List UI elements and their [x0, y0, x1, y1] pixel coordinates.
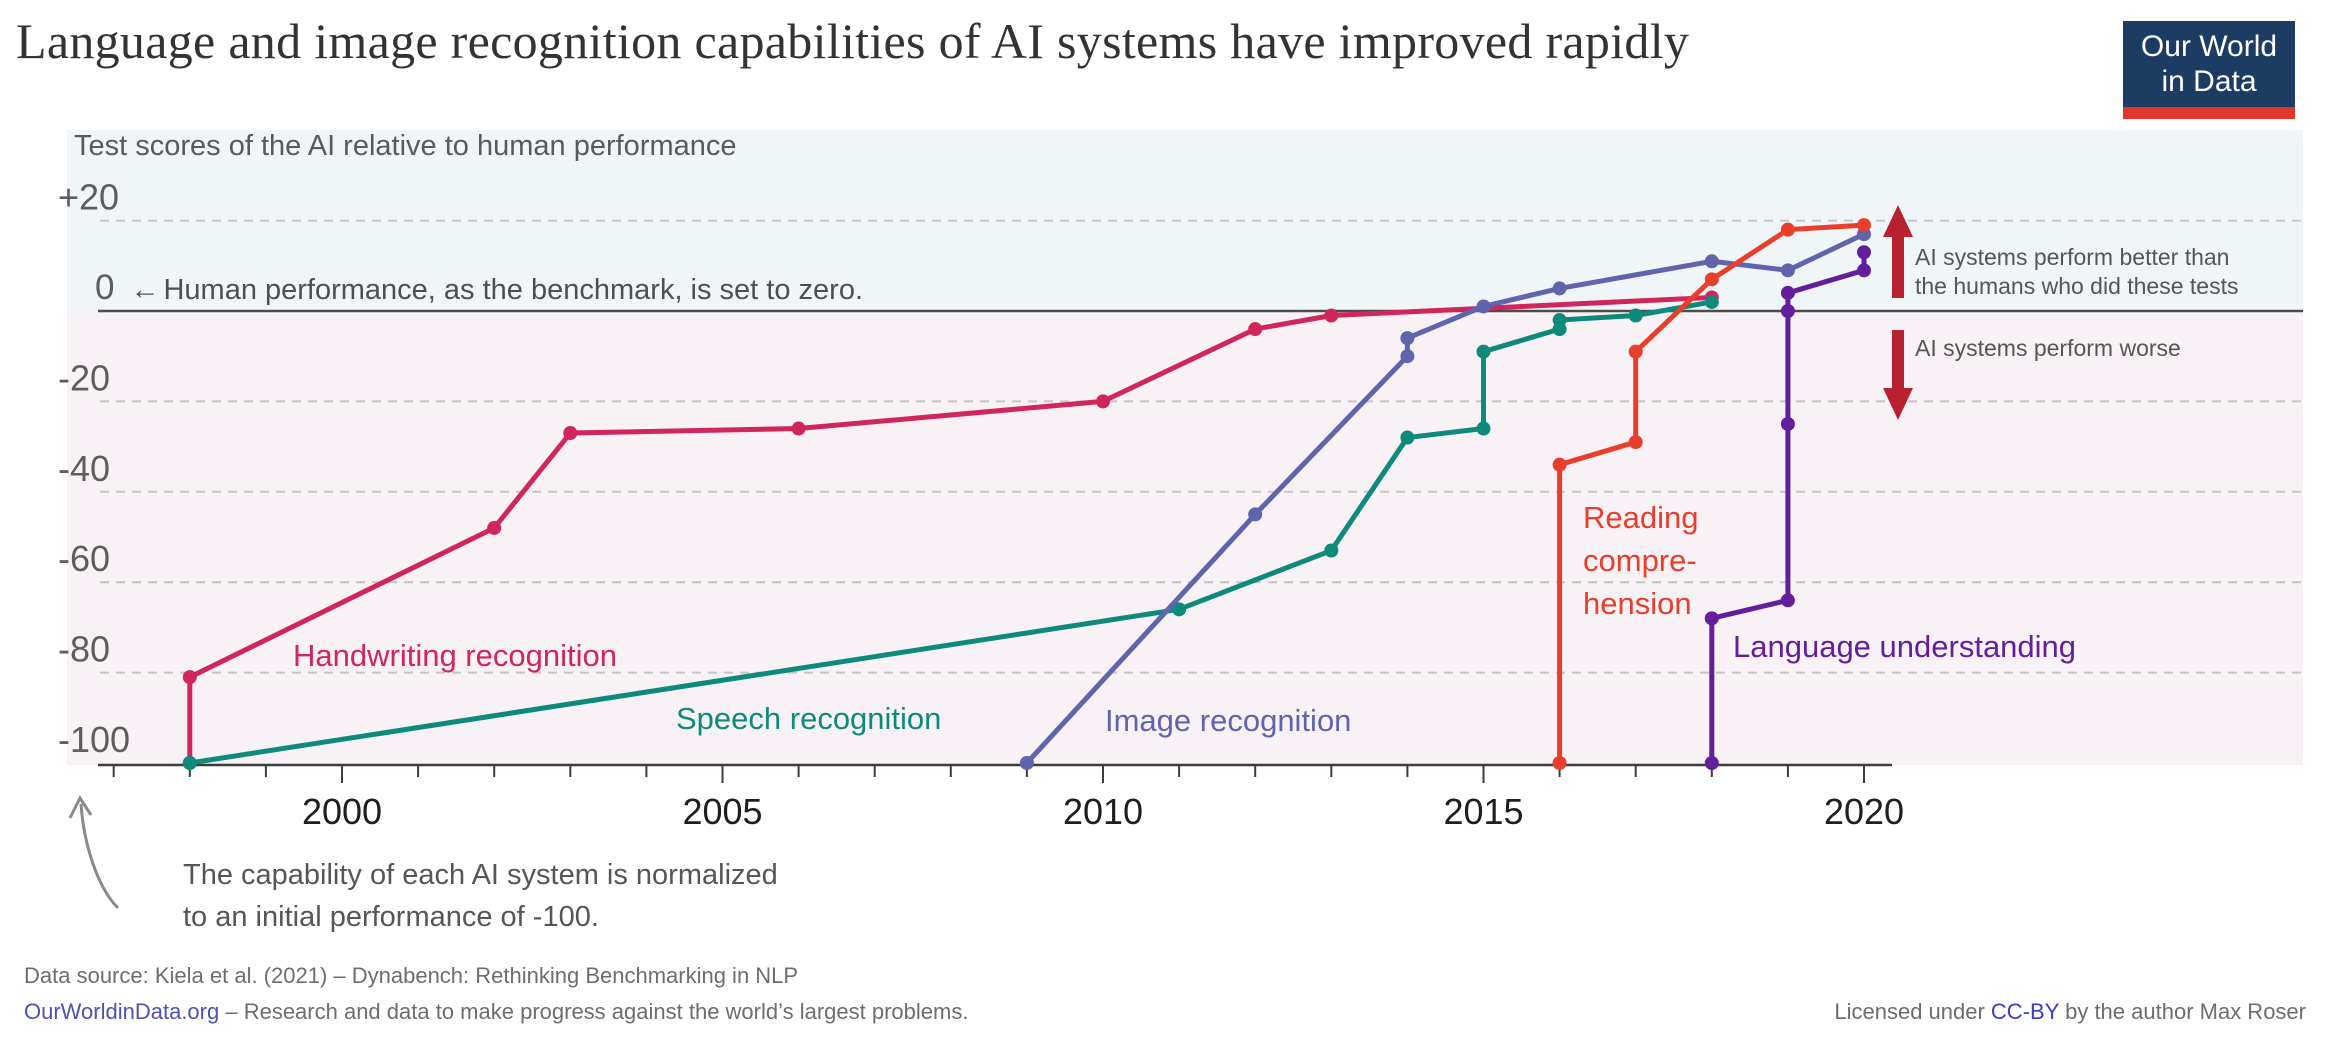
annotation-ai-worse-text: AI systems perform worse [1915, 335, 2181, 361]
data-point-reading-comprehension [1628, 435, 1643, 450]
gridlines-group: +20 -20 -40 -60 -80 -100 [58, 177, 2303, 760]
series-label-language-understanding: Language understanding [1733, 629, 2076, 664]
series-labels-group: Handwriting recognition Speech recognitio… [293, 500, 2076, 738]
annotation-ai-better-line1: AI systems perform better than [1915, 244, 2230, 270]
x-tick-label: 2005 [682, 791, 762, 832]
footer-data-source: Data source: Kiela et al. (2021) – Dynab… [24, 963, 799, 988]
plot-area-below-zero [67, 311, 2303, 765]
data-point-handwriting-recognition [791, 421, 806, 436]
data-point-reading-comprehension [1552, 756, 1567, 770]
license-prefix: Licensed under [1834, 999, 1991, 1024]
axes-group: 2000 2005 2010 2015 2020 [98, 309, 2303, 832]
data-point-reading-comprehension [1780, 222, 1795, 237]
data-point-language-understanding [1780, 285, 1795, 300]
x-tick-label: 2000 [302, 791, 382, 832]
y-tick-label: -80 [58, 629, 110, 670]
footer-license: Licensed under CC-BY by the author Max R… [1834, 999, 2306, 1025]
data-point-image-recognition [1248, 507, 1263, 522]
data-point-reading-comprehension [1857, 218, 1871, 233]
y-tick-label: -40 [58, 448, 110, 489]
data-point-image-recognition [1780, 263, 1795, 278]
data-point-speech-recognition [1476, 421, 1491, 436]
data-point-image-recognition [1400, 349, 1415, 364]
data-point-speech-recognition [1324, 543, 1339, 558]
data-point-handwriting-recognition [182, 670, 197, 685]
data-point-handwriting-recognition [487, 520, 502, 535]
annotation-ai-better-line2: the humans who did these tests [1915, 273, 2239, 299]
data-point-image-recognition [1704, 254, 1719, 269]
normalization-annotation: The capability of each AI system is norm… [183, 854, 778, 938]
zero-annotation-text: Human performance, as the benchmark, is … [163, 274, 864, 306]
data-point-speech-recognition [1400, 430, 1415, 445]
left-arrow-icon: ← [130, 274, 160, 306]
series-line-speech-recognition [187, 299, 1715, 766]
series-label-speech-recognition: Speech recognition [676, 701, 941, 736]
series-group [182, 218, 1871, 770]
data-point-language-understanding [1780, 593, 1795, 608]
x-tick-label: 2020 [1824, 791, 1904, 832]
data-point-speech-recognition [1628, 308, 1643, 323]
normalization-annotation-line1: The capability of each AI system is norm… [183, 859, 778, 891]
logo-line-1: Our World [2140, 30, 2278, 63]
data-point-handwriting-recognition [563, 426, 578, 441]
data-point-language-understanding [1780, 304, 1795, 318]
y-tick-label: -60 [58, 538, 110, 579]
data-point-handwriting-recognition [1096, 394, 1110, 409]
annotation-ai-worse: AI systems perform worse [1915, 334, 2325, 363]
data-point-language-understanding [1704, 611, 1719, 626]
data-point-handwriting-recognition [1324, 308, 1339, 323]
footer-tagline: – Research and data to make progress aga… [219, 999, 969, 1024]
data-point-image-recognition [1552, 281, 1567, 296]
chart-subtitle: Test scores of the AI relative to human … [74, 130, 737, 162]
arrow-up-icon [1883, 205, 1913, 298]
license-suffix: by the author Max Roser [2058, 999, 2306, 1024]
data-point-language-understanding [1857, 245, 1871, 260]
zero-line-annotation: 0 ← Human performance, as the benchmark,… [95, 268, 863, 308]
y-tick-label: -100 [58, 719, 130, 760]
series-label-handwriting-recognition: Handwriting recognition [293, 638, 617, 673]
data-point-image-recognition [1400, 331, 1415, 346]
data-point-reading-comprehension [1704, 272, 1719, 287]
data-point-language-understanding [1704, 756, 1719, 770]
data-point-handwriting-recognition [1248, 322, 1263, 337]
our-world-in-data-logo: Our World in Data [2123, 21, 2295, 119]
series-label-image-recognition: Image recognition [1105, 703, 1351, 738]
data-point-speech-recognition [1476, 344, 1491, 359]
y-tick-label-zero: 0 [95, 268, 115, 307]
data-point-speech-recognition [1172, 602, 1187, 617]
normalization-annotation-line2: to an initial performance of -100. [183, 901, 599, 933]
data-point-speech-recognition [1704, 294, 1719, 309]
footer-site-line: OurWorldinData.org – Research and data t… [24, 999, 968, 1025]
chart-title: Language and image recognition capabilit… [16, 13, 1690, 69]
data-point-image-recognition [1476, 299, 1491, 314]
owid-link[interactable]: OurWorldinData.org [24, 999, 220, 1024]
data-point-image-recognition [1019, 756, 1034, 770]
cc-by-link[interactable]: CC-BY [1990, 999, 2059, 1024]
x-tick-label: 2015 [1443, 791, 1523, 832]
arrow-down-icon [1883, 330, 1913, 420]
series-line-language-understanding [1709, 249, 1867, 766]
data-point-speech-recognition [182, 756, 197, 770]
x-tick-label: 2010 [1063, 791, 1143, 832]
y-tick-label: +20 [58, 177, 119, 218]
data-point-language-understanding [1780, 417, 1795, 431]
curved-arrow-icon [68, 794, 120, 910]
series-label-reading-comprehension: Reading compre-hension [1583, 500, 1698, 621]
logo-line-2: in Data [2161, 65, 2257, 98]
annotation-ai-better: AI systems perform better than the human… [1915, 243, 2325, 301]
data-point-speech-recognition [1552, 313, 1567, 328]
data-point-reading-comprehension [1552, 457, 1567, 472]
y-tick-label: -20 [58, 357, 110, 398]
data-point-language-understanding [1857, 263, 1871, 278]
data-point-reading-comprehension [1628, 344, 1643, 359]
